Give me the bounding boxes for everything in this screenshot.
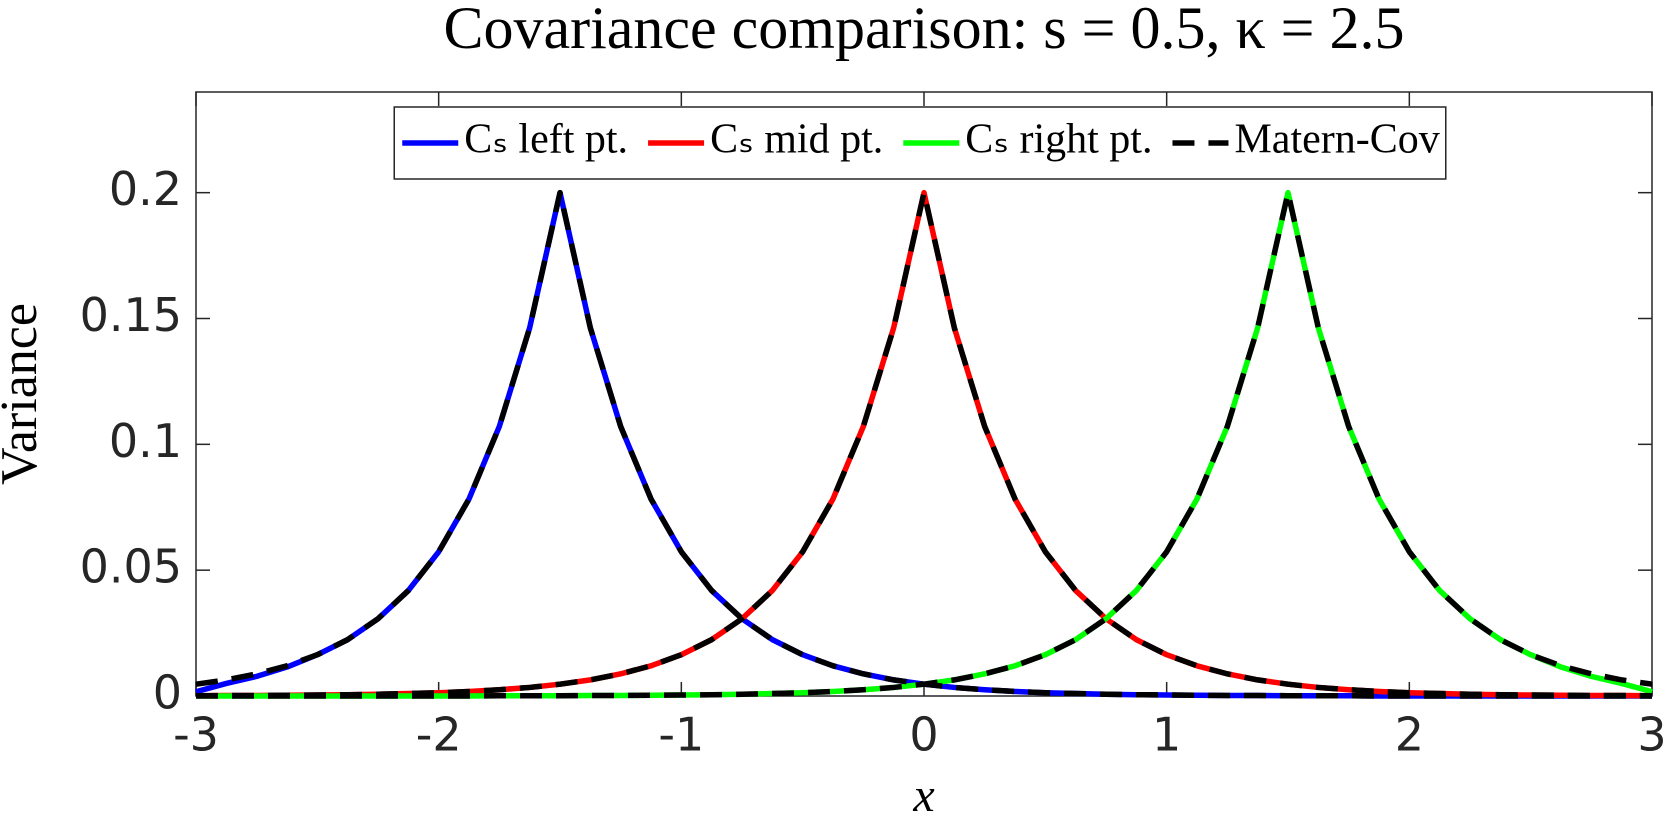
y-tick-label: 0.15 [80,288,182,342]
x-axis-label: x [912,769,934,822]
line-dashed [196,189,1653,699]
x-tick-label: -2 [416,708,462,762]
y-tick-label: 0 [153,666,182,720]
x-tick-label: 0 [909,708,938,762]
y-axis-label: Variance [0,303,48,485]
plot-area [195,91,1653,697]
x-tick-label: -1 [658,708,704,762]
line-dashed [195,189,1653,699]
chart-title: Covariance comparison: s = 0.5, κ = 2.5 [443,0,1404,61]
x-tick-label: -3 [173,708,219,762]
legend-label: Cₛ right pt. [965,117,1152,163]
y-tick-label: 0.1 [109,414,182,468]
x-tick-label: 2 [1395,708,1424,762]
legend-label: Cₛ mid pt. [710,117,883,163]
y-tick-label: 0.05 [80,540,182,594]
x-tick-label: 1 [1152,708,1181,762]
x-tick-label: 3 [1637,708,1666,762]
y-tick-label: 0.2 [109,162,182,216]
legend-label: Cₛ left pt. [464,117,628,163]
legend-label: Matern-Cov [1234,117,1439,163]
legend: Cₛ left pt. Cₛ mid pt. Cₛ right pt. Matern-… [393,106,1447,180]
